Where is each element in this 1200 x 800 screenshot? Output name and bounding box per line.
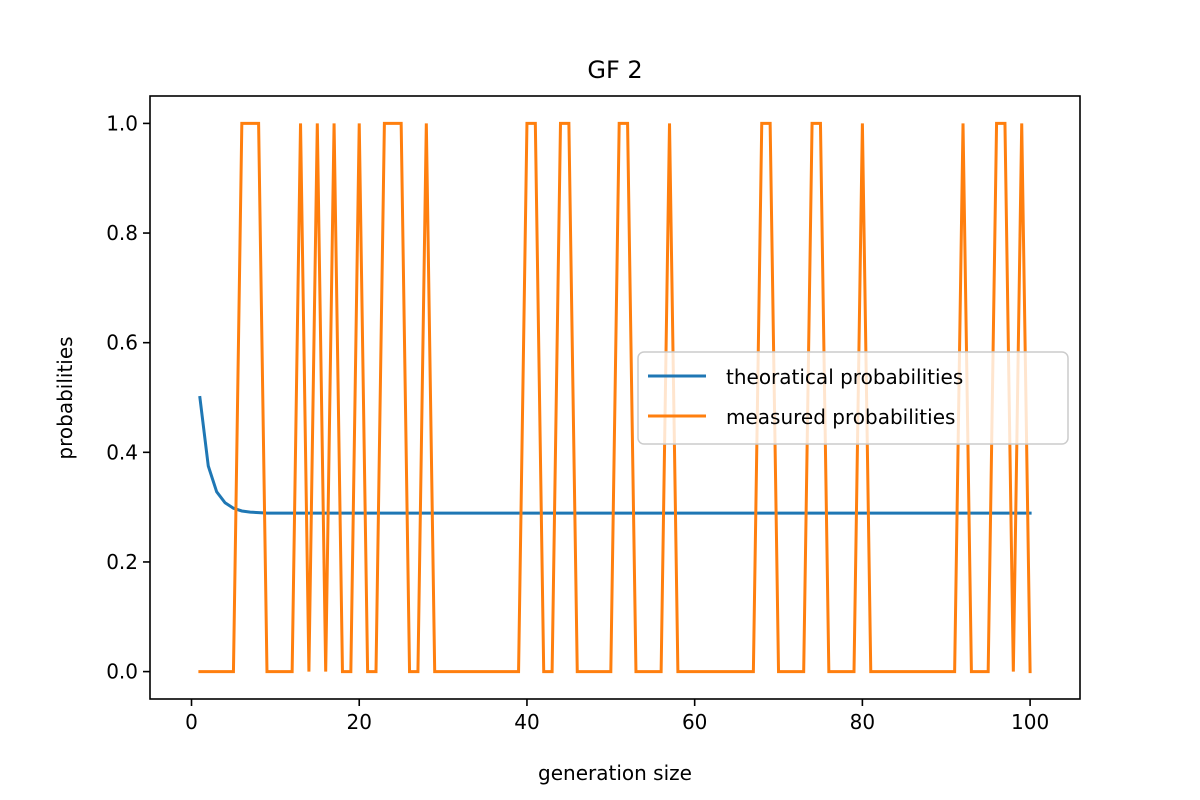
- legend: theoratical probabilities measured proba…: [637, 351, 1069, 445]
- y-tick-label: 0.4: [106, 440, 138, 464]
- x-tick-label: 60: [682, 710, 707, 734]
- legend-label-theoratical: theoratical probabilities: [726, 365, 963, 389]
- series-line-theoratical: [198, 395, 1032, 515]
- x-tick-label: 80: [850, 710, 875, 734]
- y-tick-label: 0.2: [106, 550, 138, 574]
- series-line-measured: [198, 121, 1032, 674]
- x-axis-ticks: 0 20 40 60 80 100: [185, 699, 1049, 734]
- y-tick-label: 0.6: [106, 331, 138, 355]
- series-layer: [198, 121, 1032, 674]
- y-axis-label: probabilities: [53, 336, 77, 459]
- legend-box: [637, 351, 1069, 445]
- x-tick-label: 20: [347, 710, 372, 734]
- legend-label-measured: measured probabilities: [726, 405, 955, 429]
- y-axis-ticks: 0.0 0.2 0.4 0.6 0.8 1.0: [106, 111, 150, 684]
- x-tick-label: 100: [1011, 710, 1049, 734]
- x-tick-label: 0: [185, 710, 198, 734]
- y-tick-label: 1.0: [106, 111, 138, 135]
- x-tick-label: 40: [514, 710, 539, 734]
- y-tick-label: 0.8: [106, 221, 138, 245]
- x-axis-label: generation size: [538, 761, 692, 785]
- plot-frame: [149, 95, 1081, 700]
- chart-title: GF 2: [587, 56, 642, 84]
- y-tick-label: 0.0: [106, 660, 138, 684]
